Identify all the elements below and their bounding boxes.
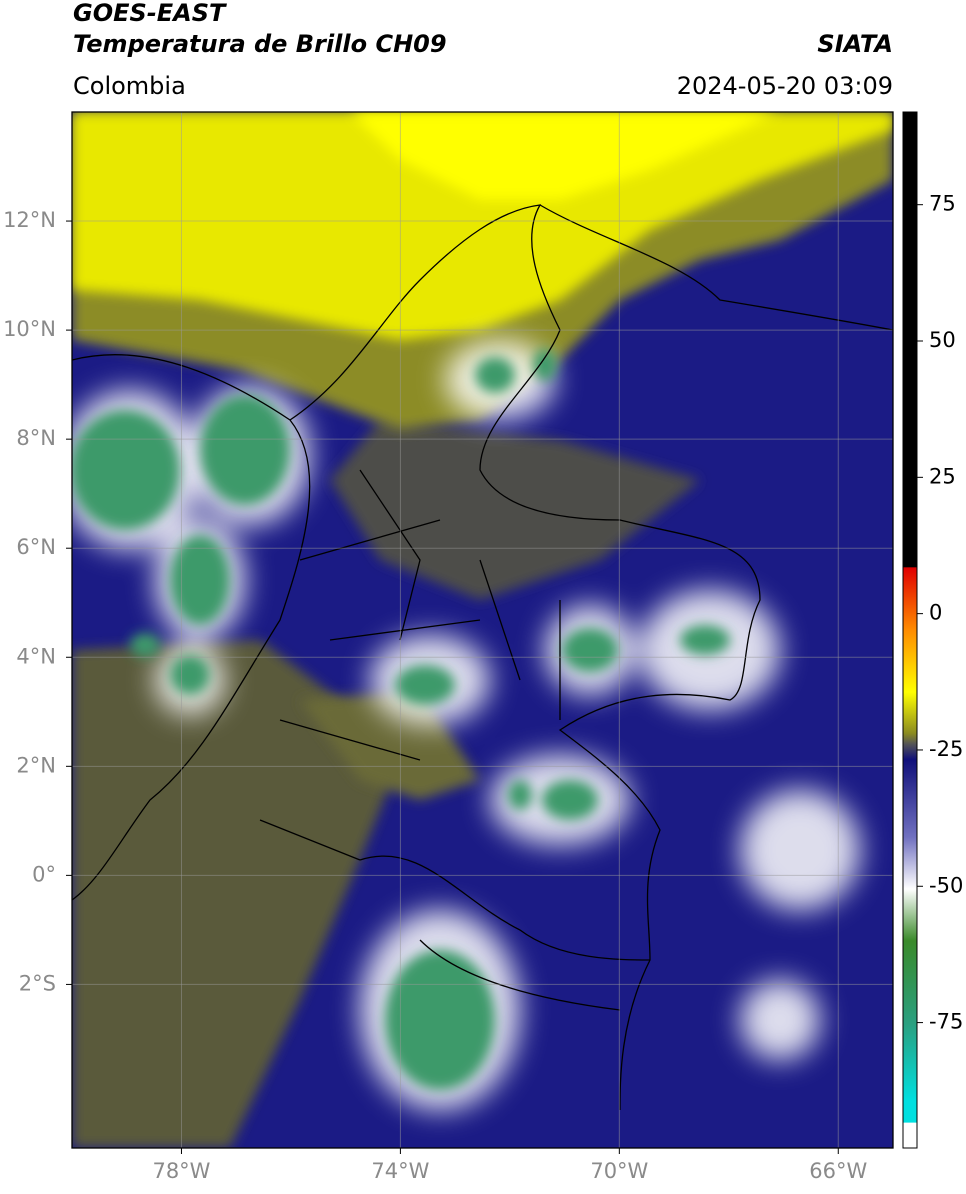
y-tick-label: 10°N [3, 317, 56, 341]
title: GOES-EAST [73, 0, 227, 27]
y-tick-label: 12°N [3, 208, 56, 232]
y-tick-label: 4°N [16, 644, 56, 668]
colorbar-label: -25 [929, 737, 963, 761]
colorbar-label: -50 [929, 873, 963, 897]
colorbar-label: 0 [929, 601, 942, 625]
region: Colombia [73, 72, 186, 100]
x-tick-label: 70°W [590, 1159, 648, 1183]
y-tick-label: 8°N [16, 426, 56, 450]
x-tick-label: 74°W [371, 1159, 429, 1183]
colorbar-label: 75 [929, 192, 956, 216]
datetime: 2024-05-20 03:09 [677, 72, 893, 100]
y-tick-label: 2°S [19, 971, 56, 995]
y-tick-label: 0° [32, 862, 56, 886]
grid [72, 112, 893, 1148]
y-tick-label: 6°N [16, 535, 56, 559]
x-tick-label: 66°W [809, 1159, 867, 1183]
colorbar-label: -75 [929, 1010, 963, 1034]
colorbar-label: 50 [929, 328, 956, 352]
colorbar-label: 25 [929, 464, 956, 488]
x-tick-label: 78°W [152, 1159, 210, 1183]
source: SIATA [817, 30, 893, 58]
colorbar [902, 111, 918, 1149]
y-tick-label: 2°N [16, 753, 56, 777]
subtitle: Temperatura de Brillo CH09 [73, 30, 447, 58]
map-frame [71, 111, 894, 1149]
satellite-image [72, 112, 893, 1148]
